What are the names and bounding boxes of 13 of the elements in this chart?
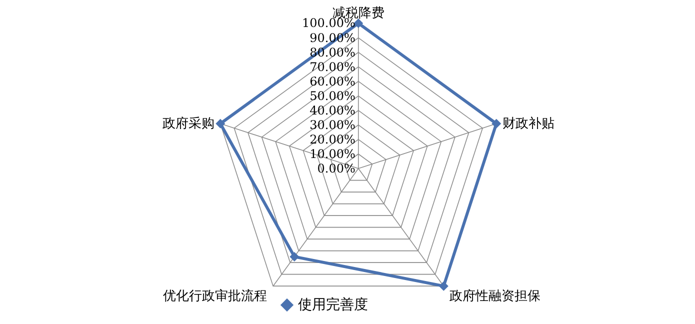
spoke-label: 财政补贴 xyxy=(502,116,554,132)
y-tick-label: 10.00% xyxy=(310,147,356,162)
spoke-label: 政府采购 xyxy=(162,116,214,132)
y-tick-label: 30.00% xyxy=(310,118,356,132)
y-tick-label: 20.00% xyxy=(310,132,356,146)
y-tick-label: 40.00% xyxy=(310,103,356,118)
y-tick-label: 50.00% xyxy=(310,88,356,103)
spoke-label: 优化行政审批流程 xyxy=(163,288,268,304)
spoke-label: 政府性融资担保 xyxy=(450,288,541,304)
y-tick-label: 60.00% xyxy=(310,74,356,88)
legend-label: 使用完善度 xyxy=(298,296,368,313)
y-tick-label: 0.00% xyxy=(317,162,356,176)
y-tick-label: 70.00% xyxy=(310,60,356,74)
